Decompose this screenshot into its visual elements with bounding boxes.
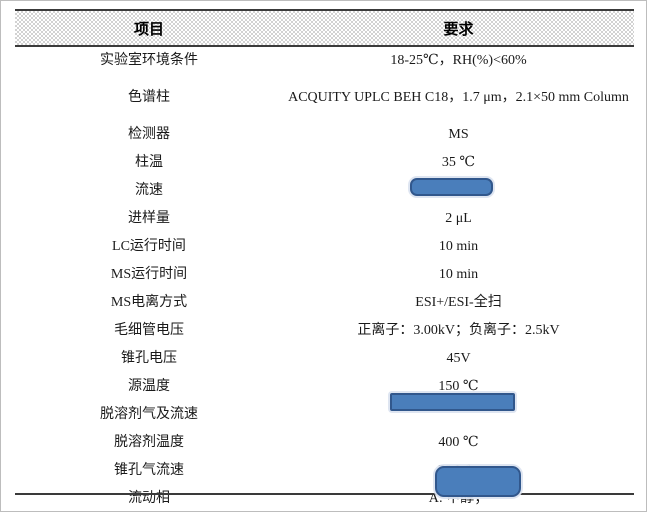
table-header-row: 项目 要求 [15, 11, 634, 45]
row-value: 18-25℃，RH(%)<60% [390, 52, 527, 68]
row-label: 锥孔气流速 [114, 462, 184, 478]
row-label: 进样量 [128, 210, 170, 226]
desolvation-gas-highlight-box[interactable] [390, 393, 515, 411]
parameters-table: 项目 要求 实验室环境条件 18-25℃，RH(%)<60% 色谱柱 ACQUITY … [15, 9, 634, 511]
table-header-rule [15, 45, 634, 47]
row-value: ACQUITY UPLC BEH C18，1.7 μm，2.1×50 mm Co… [288, 89, 629, 105]
table-bottom-rule [15, 493, 634, 495]
row-label: 脱溶剂气及流速 [100, 406, 198, 422]
table-row: 柱温 35 ℃ [15, 149, 634, 177]
row-value: 150 ℃ [438, 378, 479, 394]
row-value: 45V [446, 350, 471, 366]
row-label: MS运行时间 [110, 266, 188, 282]
row-value: 正离子：3.00kV；负离子：2.5kV [357, 322, 560, 338]
table-row: 流动相 A: 甲醇； [15, 485, 634, 511]
table-top-rule [15, 9, 634, 11]
row-label: 流速 [135, 182, 163, 198]
row-value: 35 ℃ [441, 154, 476, 170]
row-label: 实验室环境条件 [100, 52, 198, 68]
table-row: 流速 [15, 177, 634, 205]
header-cell-requirement: 要求 [443, 21, 474, 38]
table-body: 实验室环境条件 18-25℃，RH(%)<60% 色谱柱 ACQUITY UPLC B… [15, 47, 634, 511]
row-label: MS电离方式 [110, 294, 188, 310]
table-row: 脱溶剂气及流速 [15, 401, 634, 429]
row-value: MS [448, 126, 469, 142]
table-row: 锥孔气流速50 L/hr [15, 457, 634, 485]
table-row: 锥孔电压 45V [15, 345, 634, 373]
row-value: 10 min [438, 238, 479, 254]
table-row: 色谱柱 ACQUITY UPLC BEH C18，1.7 μm，2.1×50 mm… [15, 75, 634, 121]
table-row: 进样量 2 μL [15, 205, 634, 233]
table-row: MS运行时间 10 min [15, 261, 634, 289]
flow-rate-highlight-box[interactable] [410, 178, 493, 196]
table-row: MS电离方式 ESI+/ESI-全扫 [15, 289, 634, 317]
row-label: 脱溶剂温度 [114, 434, 184, 450]
row-label: 源温度 [128, 378, 170, 394]
row-label: 毛细管电压 [114, 322, 184, 338]
row-label: 锥孔电压 [121, 350, 177, 366]
row-value: 2 μL [445, 210, 472, 226]
header-cell-item: 项目 [133, 21, 164, 38]
table-row: 源温度 150 ℃ [15, 373, 634, 401]
row-label: LC运行时间 [112, 238, 186, 254]
table-row: 实验室环境条件 18-25℃，RH(%)<60% [15, 47, 634, 75]
table-row: LC运行时间 10 min [15, 233, 634, 261]
table-row: 毛细管电压 正离子：3.00kV；负离子：2.5kV [15, 317, 634, 345]
mobile-phase-highlight-box[interactable] [435, 466, 521, 497]
row-value: 400 ℃ [438, 434, 479, 450]
table-row: 检测器 MS [15, 121, 634, 149]
row-value: 10 min [438, 266, 479, 282]
row-label: 柱温 [135, 154, 163, 170]
row-value: ESI+/ESI-全扫 [415, 294, 502, 310]
row-label: 色谱柱 [128, 89, 170, 105]
table-row: 脱溶剂温度 400 ℃ [15, 429, 634, 457]
row-label: 检测器 [128, 126, 170, 142]
